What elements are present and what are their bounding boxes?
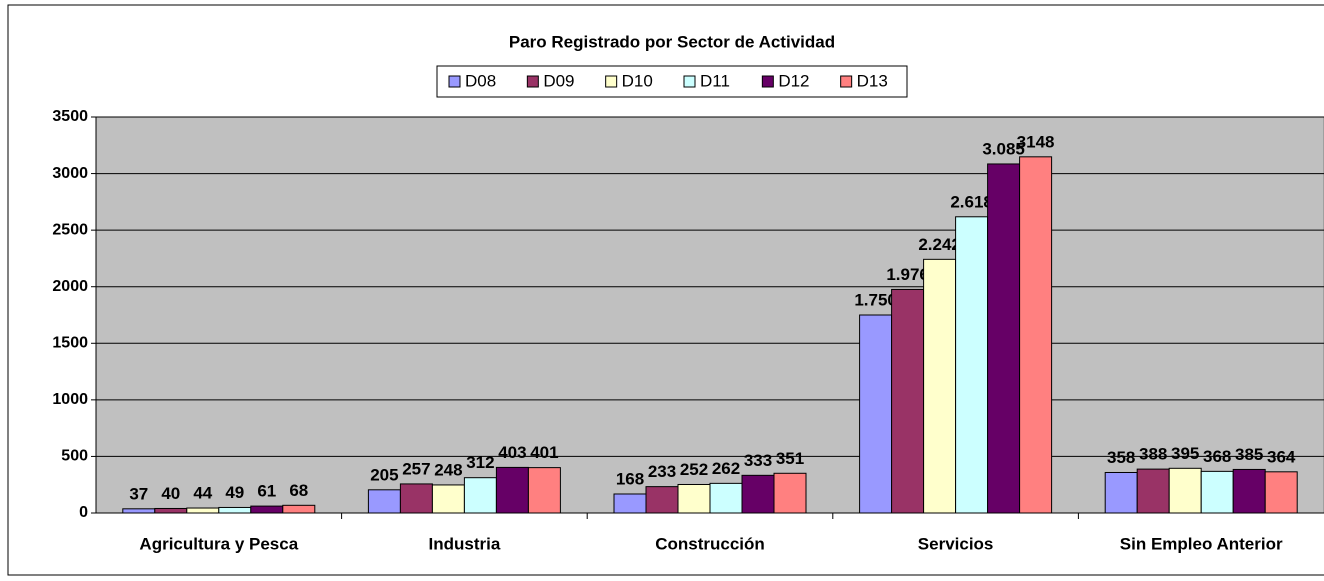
legend-label: D09 (543, 71, 574, 90)
legend-label: D12 (778, 71, 809, 90)
value-label: 168 (616, 469, 644, 488)
legend-label: D11 (700, 71, 730, 90)
bar (218, 506, 252, 514)
value-label: 233 (648, 462, 676, 481)
bar (987, 163, 1021, 514)
bar (891, 288, 925, 514)
bar (367, 489, 401, 514)
bar (1168, 467, 1202, 514)
plot-area (95, 116, 1324, 514)
value-label: 2.618 (950, 192, 993, 211)
bar (1264, 471, 1298, 514)
bar (613, 493, 647, 514)
value-label: 49 (225, 483, 244, 502)
bar (1232, 468, 1266, 514)
bar (1200, 470, 1234, 514)
y-tick-label: 2000 (52, 278, 88, 295)
value-label: 1.976 (886, 265, 929, 284)
bar (955, 216, 989, 514)
value-label: 44 (193, 484, 212, 503)
bar (1136, 468, 1170, 514)
value-label: 37 (129, 484, 148, 503)
x-tick-label: Industria (429, 534, 501, 553)
value-label: 358 (1107, 448, 1135, 467)
bar (741, 474, 775, 514)
x-tick-label: Construcción (655, 534, 765, 553)
value-label: 2.242 (918, 235, 961, 254)
value-label: 312 (466, 453, 494, 472)
value-label: 3148 (1017, 132, 1055, 151)
value-label: 364 (1267, 447, 1296, 466)
bar (495, 466, 529, 514)
value-label: 395 (1171, 444, 1199, 463)
bar (463, 477, 497, 514)
value-label: 3.085 (982, 139, 1025, 158)
legend-label: D10 (622, 71, 653, 90)
legend-swatch (448, 75, 461, 88)
bar (527, 467, 561, 514)
legend-label: D08 (465, 71, 496, 90)
value-label: 248 (434, 460, 462, 479)
value-label: 40 (161, 484, 180, 503)
bar (677, 483, 711, 514)
bar (859, 314, 893, 514)
x-tick-label: Agricultura y Pesca (139, 534, 298, 553)
bar (923, 258, 957, 514)
value-label: 252 (680, 460, 708, 479)
y-tick-label: 2500 (52, 221, 88, 238)
value-label: 257 (402, 459, 430, 478)
chart-title: Paro Registrado por Sector de Actividad (509, 32, 835, 51)
legend-swatch (840, 75, 853, 88)
y-tick-label: 1000 (52, 391, 88, 408)
bar (154, 507, 188, 514)
legend-swatch (526, 75, 539, 88)
bar (282, 504, 316, 514)
value-label: 205 (370, 465, 398, 484)
legend-swatch (761, 75, 774, 88)
bar (186, 507, 220, 514)
y-tick-label: 1500 (52, 335, 88, 352)
value-label: 333 (744, 451, 772, 470)
bar (122, 508, 156, 514)
value-label: 368 (1203, 447, 1231, 466)
value-label: 401 (530, 443, 558, 462)
value-label: 388 (1139, 445, 1167, 464)
y-tick-label: 500 (61, 448, 88, 465)
value-label: 403 (498, 443, 526, 462)
value-label: 1.750 (854, 290, 897, 309)
y-tick-label: 3500 (52, 108, 88, 125)
x-tick-label: Servicios (918, 534, 994, 553)
bar (399, 483, 433, 514)
y-tick-label: 0 (79, 504, 88, 521)
bar (431, 484, 465, 514)
bar (1104, 471, 1138, 514)
value-label: 262 (712, 459, 740, 478)
bar (1019, 156, 1053, 514)
value-label: 61 (257, 482, 276, 501)
bar (709, 482, 743, 514)
value-label: 68 (289, 481, 308, 500)
bar (645, 486, 679, 514)
value-label: 351 (776, 449, 804, 468)
legend-swatch (683, 75, 696, 88)
y-tick-label: 3000 (52, 165, 88, 182)
bar (250, 505, 284, 514)
legend-label: D13 (857, 71, 888, 90)
legend-swatch (605, 75, 618, 88)
value-label: 385 (1235, 445, 1263, 464)
x-tick-label: Sin Empleo Anterior (1120, 534, 1283, 553)
bar (773, 472, 807, 514)
legend-box (436, 65, 908, 98)
